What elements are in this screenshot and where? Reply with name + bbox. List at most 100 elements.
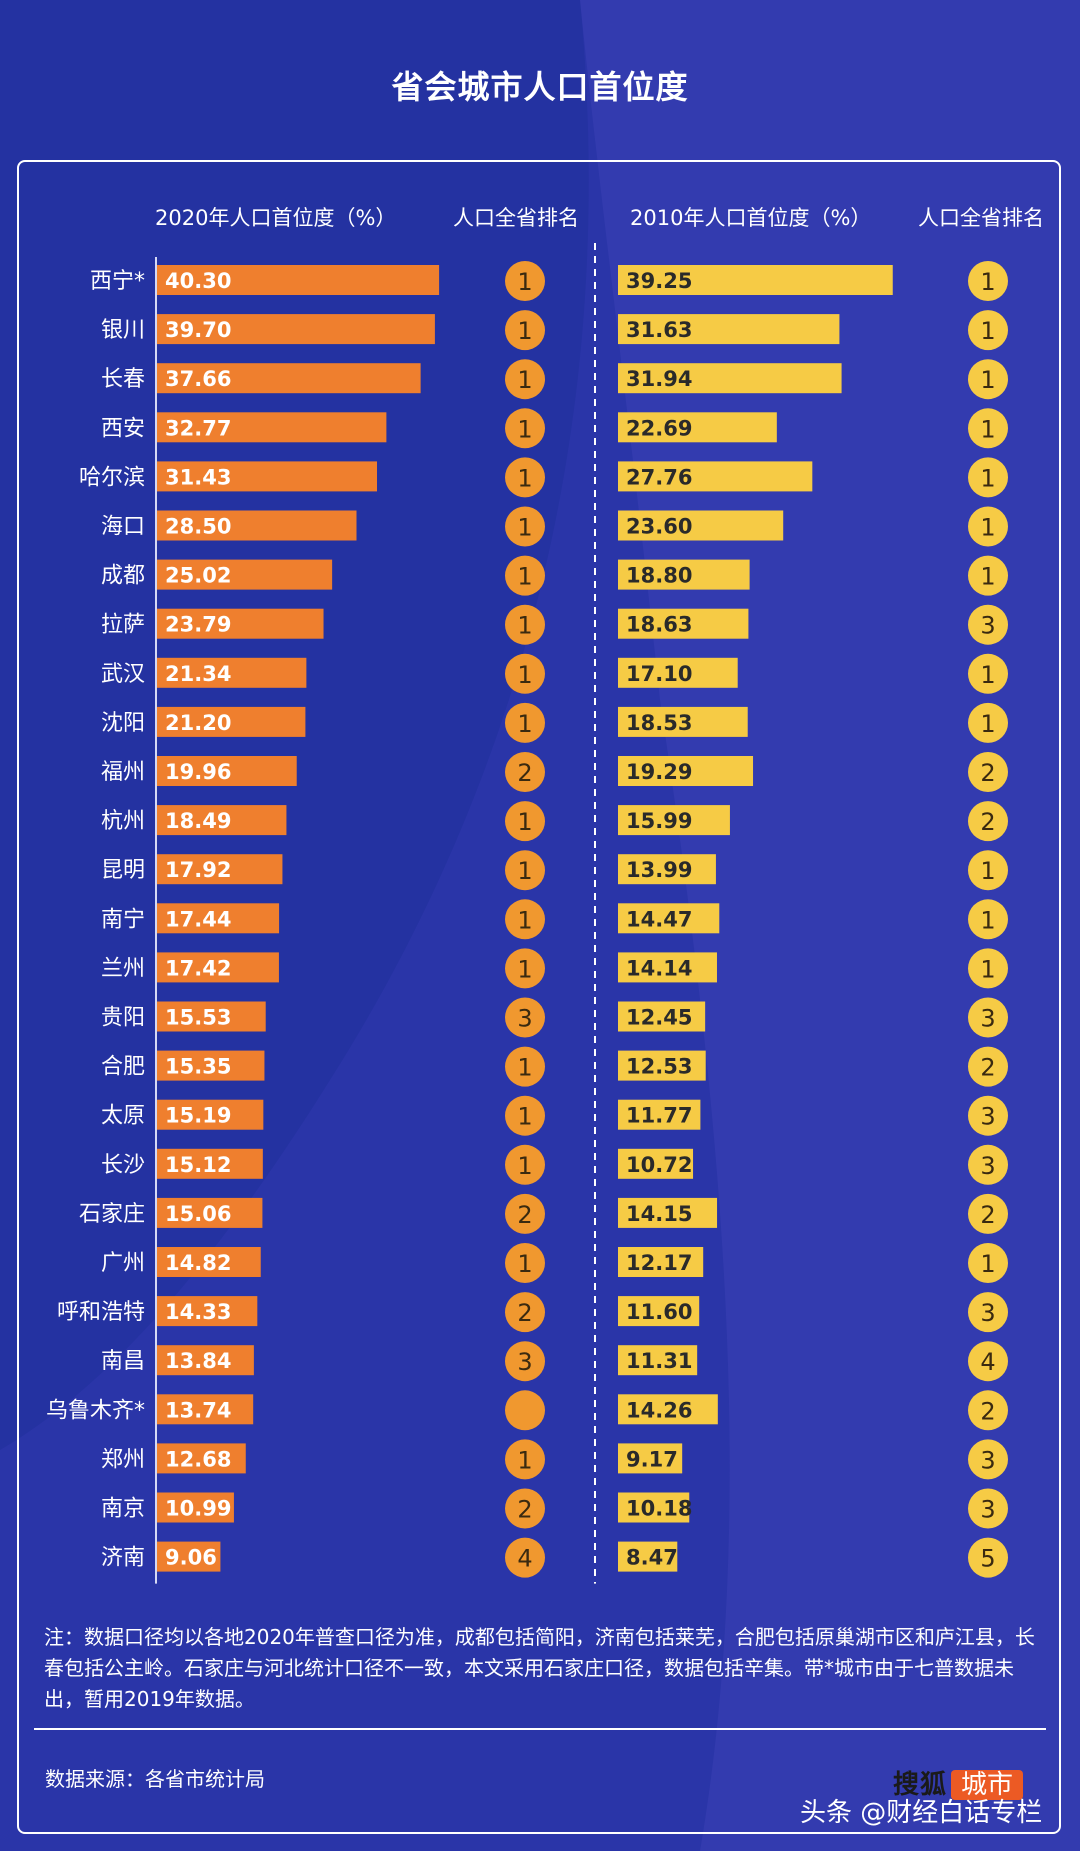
rank-circle-2010: [968, 359, 1008, 400]
rank-label-2010: 3: [980, 1446, 995, 1474]
value-label-2020: 40.30: [165, 269, 231, 293]
bar-2010: [618, 1148, 694, 1179]
value-label-2020: 13.84: [165, 1349, 231, 1373]
rank-label-2020: 1: [517, 955, 532, 983]
header-primacy-2020: 2020年人口首位度（%）: [155, 206, 397, 230]
value-label-2010: 14.26: [626, 1398, 692, 1422]
data-source: 数据来源：各省市统计局: [45, 1767, 265, 1791]
rank-circle-2020: [505, 604, 545, 645]
rank-label-2010: 1: [980, 563, 995, 591]
rank-circle-2010: [968, 506, 1008, 547]
rank-label-2010: 2: [980, 1054, 995, 1082]
rank-label-2020: 1: [517, 1054, 532, 1082]
value-label-2020: 18.49: [165, 809, 231, 833]
bar-2020: [157, 854, 283, 885]
rank-label-2010: 1: [980, 1250, 995, 1278]
rank-circle-2020: [505, 1144, 545, 1185]
value-label-2010: 17.10: [626, 662, 692, 686]
rank-label-2010: 3: [980, 1103, 995, 1131]
value-label-2020: 14.33: [165, 1300, 231, 1324]
rank-circle-2020: [505, 1390, 545, 1431]
rank-circle-2010: [968, 1390, 1008, 1431]
value-label-2010: 9.17: [626, 1447, 678, 1471]
rank-label-2020: 1: [517, 612, 532, 640]
city-label: 贵阳: [101, 1006, 145, 1031]
value-label-2010: 31.94: [626, 367, 692, 391]
rank-circle-2020: [505, 702, 545, 743]
rank-circle-2010: [968, 261, 1008, 301]
rank-circle-2020: [505, 1537, 545, 1578]
rank-circle-2010: [968, 310, 1008, 351]
value-label-2010: 39.25: [626, 269, 692, 293]
rank-circle-2010: [968, 1095, 1008, 1136]
rank-label-2010: 1: [980, 514, 995, 542]
rank-circle-2010: [968, 555, 1008, 596]
value-label-2020: 14.82: [165, 1251, 231, 1275]
city-label: 南昌: [101, 1349, 145, 1374]
value-label-2010: 11.60: [626, 1300, 692, 1324]
city-label: 西宁*: [90, 269, 145, 294]
rank-circle-2020: [505, 801, 545, 842]
value-label-2020: 15.06: [165, 1202, 231, 1226]
bar-2010: [618, 510, 784, 541]
bar-2010: [618, 1541, 678, 1572]
header-primacy-2010: 2010年人口首位度（%）: [630, 206, 872, 230]
bar-2020: [157, 265, 440, 295]
value-label-2020: 12.68: [165, 1447, 231, 1471]
rank-circle-2010: [968, 1439, 1008, 1480]
value-label-2010: 14.15: [626, 1202, 692, 1226]
rank-circle-2010: [968, 1046, 1008, 1087]
bar-2020: [157, 657, 307, 688]
bar-2020: [157, 559, 333, 590]
value-label-2010: 18.80: [626, 564, 692, 588]
rank-circle-2010: [968, 1144, 1008, 1185]
rank-label-2020: 2: [517, 1299, 532, 1327]
rank-label-2020: 1: [517, 563, 532, 591]
bar-2020: [157, 1148, 263, 1179]
value-label-2020: 25.02: [165, 564, 231, 588]
value-label-2020: 28.50: [165, 515, 231, 539]
city-label: 拉萨: [101, 613, 145, 638]
bar-2010: [618, 1443, 683, 1474]
footnote: 注：数据口径均以各地2020年普查口径为准，成都包括简阳，济南包括莱芜，合肥包括…: [44, 1625, 1035, 1711]
rank-circle-2020: [505, 1439, 545, 1480]
rank-circle-2010: [968, 653, 1008, 694]
city-label: 乌鲁木齐*: [46, 1398, 145, 1423]
bar-2010: [618, 1197, 718, 1228]
rank-circle-2010: [968, 702, 1008, 743]
rank-label-2010: 1: [980, 464, 995, 492]
rank-label-2010: 2: [980, 1397, 995, 1425]
header-rank-2010: 人口全省排名: [918, 206, 1044, 230]
rank-circle-2020: [505, 1341, 545, 1382]
value-label-2010: 14.47: [626, 907, 692, 931]
rank-circle-2020: [505, 948, 545, 989]
rank-circle-2010: [968, 899, 1008, 940]
rank-circle-2020: [505, 1243, 545, 1283]
logo-part1: 搜狐: [893, 1770, 948, 1800]
rank-label-2010: 2: [980, 808, 995, 836]
value-label-2010: 22.69: [626, 416, 692, 440]
rank-label-2020: 1: [517, 710, 532, 738]
value-label-2010: 10.18: [626, 1497, 692, 1521]
bar-2010: [618, 363, 842, 394]
value-label-2010: 15.99: [626, 809, 692, 833]
rank-label-2010: 3: [980, 1005, 995, 1033]
value-label-2010: 31.63: [626, 318, 692, 342]
bar-2020: [157, 1197, 263, 1228]
value-label-2020: 31.43: [165, 465, 231, 489]
value-label-2020: 37.66: [165, 367, 231, 391]
value-label-2010: 10.72: [626, 1153, 692, 1177]
rank-label-2010: 1: [980, 857, 995, 885]
rank-label-2020: 1: [517, 1103, 532, 1131]
rank-label-2020: 1: [517, 514, 532, 542]
bar-2020: [157, 756, 297, 786]
city-label: 南京: [101, 1497, 145, 1522]
rank-label-2020: 1: [517, 808, 532, 836]
bar-2010: [618, 756, 754, 786]
value-label-2010: 11.31: [626, 1349, 692, 1373]
bar-2020: [157, 1541, 221, 1572]
city-label: 沈阳: [101, 711, 145, 736]
bar-2010: [618, 559, 750, 590]
rank-label-2010: 1: [980, 317, 995, 345]
